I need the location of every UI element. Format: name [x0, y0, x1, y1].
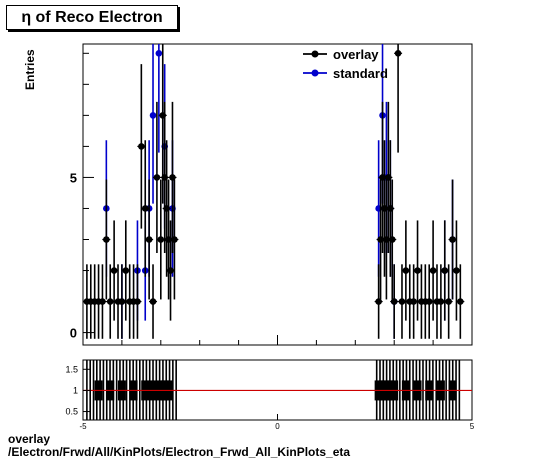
overlay-point — [169, 174, 176, 181]
overlay-point — [425, 298, 433, 305]
ratio-y-tick-label: 1 — [73, 385, 78, 395]
overlay-point — [110, 267, 118, 274]
overlay-point — [157, 236, 165, 243]
ratio-x-tick-label: 5 — [470, 422, 475, 431]
y-tick-label: 5 — [70, 170, 77, 185]
overlay-point — [449, 236, 456, 243]
overlay-point — [145, 236, 153, 243]
legend-label-standard: standard — [333, 66, 388, 81]
overlay-point — [99, 298, 106, 305]
ratio-plot-marks — [83, 360, 472, 420]
overlay-point — [103, 236, 110, 243]
ratio-x-tick-label: 0 — [275, 422, 280, 431]
ratio-y-tick-label: 1.5 — [65, 364, 78, 374]
y-axis-label: Entries — [23, 49, 37, 90]
overlay-point — [390, 298, 398, 305]
footer-line-2: /Electron/Frwd/All/KinPlots/Electron_Frw… — [8, 445, 351, 459]
standard-point — [155, 50, 163, 57]
overlay-point — [398, 298, 406, 305]
standard-point — [149, 112, 157, 119]
y-tick-label: 0 — [70, 326, 77, 341]
overlay-point — [138, 143, 145, 150]
overlay-point — [118, 298, 126, 305]
main-plot-marks — [82, 44, 465, 339]
overlay-point — [402, 267, 410, 274]
ratio-y-tick-label: 0.5 — [65, 407, 78, 417]
legend-marker-standard — [311, 69, 319, 77]
ratio-x-tick-label: -5 — [79, 422, 87, 431]
legend-label-overlay: overlay — [333, 47, 379, 62]
overlay-point — [106, 298, 114, 305]
overlay-point — [437, 298, 445, 305]
overlay-point — [141, 205, 149, 212]
overlay-point — [134, 298, 141, 305]
main-plot-axis: 05 — [70, 52, 473, 345]
overlay-point — [457, 298, 464, 305]
overlay-point — [388, 236, 396, 243]
footer-caption: overlay /Electron/Frwd/All/KinPlots/Elec… — [8, 433, 350, 459]
overlay-point — [122, 267, 130, 274]
legend: overlay standard — [303, 47, 388, 81]
overlay-point — [167, 267, 174, 274]
ratio-plot-axis: 0.5 1 1.5 -5 0 5 — [65, 364, 474, 431]
chart-title: η of Reco Electron — [6, 5, 178, 30]
overlay-point — [441, 267, 449, 274]
overlay-point — [153, 174, 161, 181]
footer-line-1: overlay — [8, 432, 51, 446]
overlay-point — [414, 267, 421, 274]
overlay-point — [394, 50, 402, 57]
overlay-point — [375, 298, 382, 305]
overlay-point — [171, 236, 178, 243]
legend-marker-overlay — [311, 50, 319, 58]
overlay-point — [445, 298, 452, 305]
overlay-point — [149, 298, 157, 305]
overlay-point — [429, 267, 437, 274]
overlay-point — [410, 298, 417, 305]
overlay-point — [453, 267, 460, 274]
